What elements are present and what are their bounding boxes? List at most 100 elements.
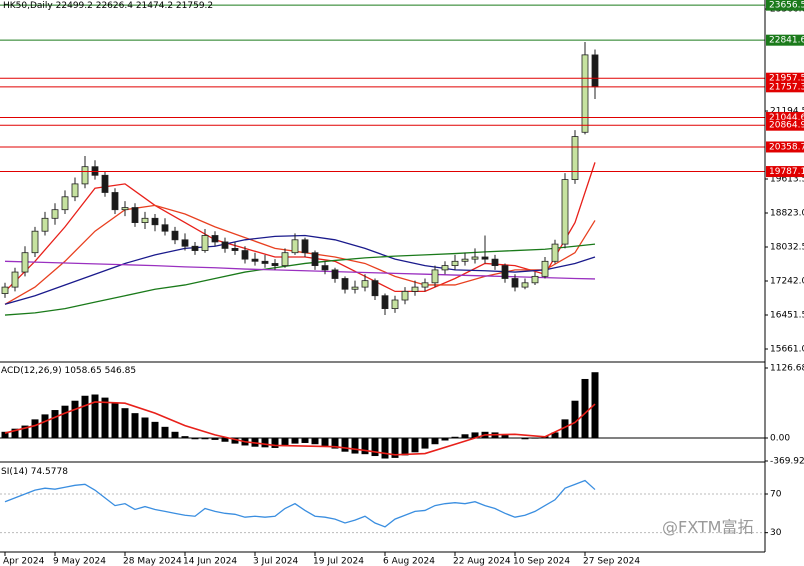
level-label-box: [766, 166, 804, 178]
candle-body: [31, 230, 39, 254]
candle-body: [461, 258, 469, 262]
x-tick-label: 6 Aug 2024: [383, 557, 435, 566]
macd-bar: [151, 421, 159, 439]
candle-body: [391, 299, 399, 310]
candle-body: [401, 291, 409, 301]
macd-bar: [471, 432, 479, 439]
macd-bar: [11, 428, 19, 439]
macd-bar: [301, 438, 309, 443]
macd-bar: [441, 438, 449, 441]
level-label: 23656.5: [769, 1, 804, 11]
candle-body: [481, 256, 489, 260]
level-label: 21957.5: [769, 74, 804, 84]
high: 22626.4: [96, 1, 133, 11]
macd-bar: [591, 372, 599, 439]
candle-body: [331, 269, 339, 279]
macd-bar: [161, 426, 169, 439]
candle-body: [211, 235, 219, 243]
macd-bar: [191, 438, 199, 440]
level-label-box: [766, 0, 804, 11]
macd-bar: [501, 434, 509, 439]
macd-bar: [341, 438, 349, 452]
symbol: HK50,Daily: [3, 1, 53, 11]
y-tick-label: 17242.0: [770, 276, 804, 286]
macd-bar: [461, 434, 469, 439]
candle-body: [111, 192, 119, 211]
y-tick-label: 16451.5: [770, 310, 804, 320]
x-tick-label: 10 Sep 2024: [513, 557, 570, 566]
candle-body: [421, 282, 429, 288]
axis-area: 15661.0 16451.5 17242.0 18032.5 18823.0 19613…: [3, 0, 804, 566]
rsi-header: SI(14) 74.5778: [1, 467, 68, 477]
candle-body: [141, 217, 149, 223]
macd-bar: [311, 438, 319, 445]
candle-body: [531, 275, 539, 284]
candle-body: [581, 54, 589, 133]
macd-bar: [181, 436, 189, 439]
macd-bar: [41, 414, 49, 439]
candle-body: [151, 217, 159, 226]
candle-body: [71, 183, 79, 198]
macd-bar: [371, 438, 379, 457]
macd-bar: [81, 395, 89, 439]
macd-bar: [101, 397, 109, 439]
signal-value: 546.85: [105, 366, 137, 376]
level-label-box: [766, 141, 804, 153]
macd-bar: [431, 438, 439, 445]
candle-body: [51, 209, 59, 219]
x-tick-label: 22 Aug 2024: [453, 557, 511, 566]
macd-bar: [271, 438, 279, 448]
y-tick-label: 30: [770, 528, 782, 538]
candle-body: [511, 278, 519, 288]
candle-body: [101, 174, 109, 193]
candle-body: [321, 265, 329, 271]
candle-body: [351, 286, 359, 290]
candle-body: [281, 252, 289, 267]
macd-bar: [571, 400, 579, 439]
candle-body: [501, 265, 509, 279]
candle-body: [181, 239, 189, 247]
macd-value: 1058.65: [64, 366, 101, 376]
x-tick-label: 28 May 2024: [123, 557, 182, 566]
macd-name: ACD(12,26,9): [1, 366, 62, 376]
candle-body: [81, 166, 89, 185]
macd-bar: [281, 438, 289, 447]
candle-body: [171, 230, 179, 241]
macd-bar: [1, 431, 9, 439]
level-label: 20358.7: [769, 142, 804, 152]
macd-bar: [511, 438, 519, 439]
candle-body: [41, 217, 49, 232]
macd-bar: [361, 438, 369, 455]
y-tick-label: 21194.5: [770, 107, 804, 117]
level-label-box: [766, 119, 804, 131]
candle-body: [341, 278, 349, 290]
macd-bar: [551, 432, 559, 439]
x-tick-label: 27 Sep 2024: [583, 557, 640, 566]
moving-average: [4, 243, 596, 316]
candle-body: [491, 258, 499, 267]
candle-body: [541, 260, 549, 277]
candle-body: [61, 196, 69, 211]
macd-bar: [381, 438, 389, 459]
plot-area: [0, 4, 765, 534]
rsi-line: [4, 479, 596, 528]
signal-line: [4, 401, 596, 456]
macd-bar: [71, 400, 79, 439]
macd-bar: [141, 417, 149, 439]
macd-bar: [111, 403, 119, 439]
candle-body: [521, 282, 529, 288]
candle-body: [131, 207, 139, 223]
x-tick-label: Apr 2024: [3, 557, 45, 566]
macd-bar: [391, 438, 399, 458]
candle-body: [431, 269, 439, 284]
low: 21474.2: [136, 1, 173, 11]
level-label-box: [766, 111, 804, 123]
macd-bar: [521, 438, 529, 440]
level-label-box: [766, 72, 804, 84]
open: 22499.2: [56, 1, 93, 11]
level-label-box: [766, 34, 804, 46]
y-tick-label: 18823.0: [770, 209, 804, 219]
candle-body: [201, 235, 209, 251]
